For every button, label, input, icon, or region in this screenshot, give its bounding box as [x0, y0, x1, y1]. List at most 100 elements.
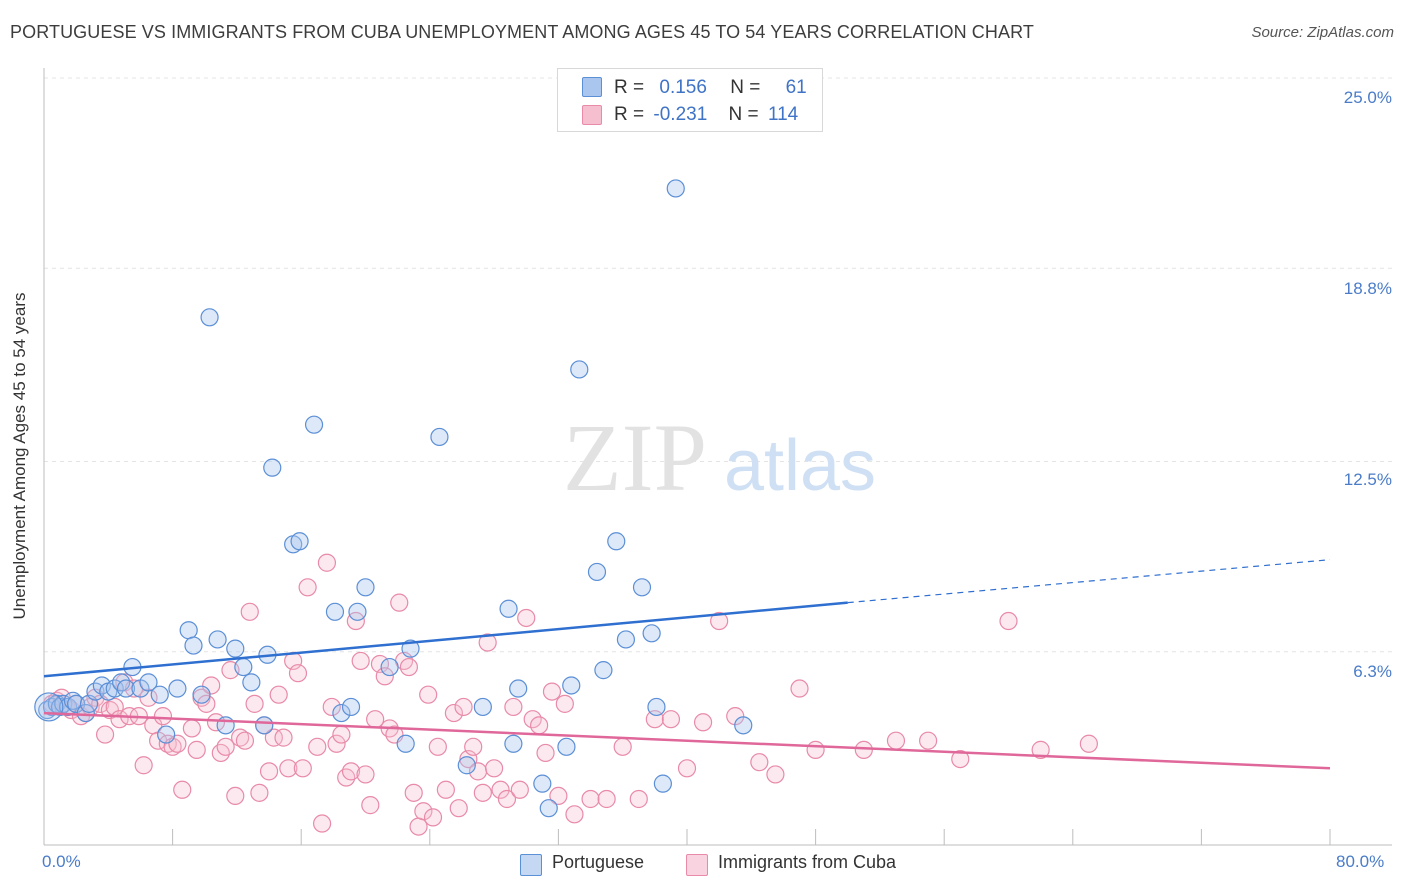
cuba-point — [790, 679, 809, 698]
cuba-point — [308, 737, 327, 756]
cuba-point — [245, 694, 264, 713]
portuguese-point — [616, 630, 636, 649]
cuba-point — [661, 710, 681, 729]
cuba-point — [629, 789, 648, 809]
cuba-point — [504, 697, 523, 717]
cuba-point — [216, 737, 235, 756]
cuba-point — [231, 728, 250, 747]
portuguese-point — [457, 756, 476, 775]
cuba-point — [750, 753, 769, 772]
cuba-point — [436, 780, 455, 799]
cuba-point — [269, 685, 288, 704]
cuba-point — [399, 657, 419, 677]
portuguese-point — [168, 679, 187, 698]
portuguese-point — [341, 697, 361, 717]
cuba-point — [134, 756, 153, 775]
cuba-point — [259, 762, 279, 781]
portuguese-point — [594, 661, 613, 680]
cuba-point — [473, 783, 492, 802]
portuguese-point — [642, 624, 661, 643]
cuba-point — [182, 719, 201, 738]
cuba-point — [211, 743, 230, 763]
cuba-point — [710, 611, 729, 631]
portuguese-point — [263, 458, 282, 477]
cuba-point — [100, 700, 120, 720]
cuba-point — [361, 796, 380, 815]
portuguese-point — [348, 602, 367, 621]
portuguese-point — [666, 179, 685, 198]
cuba-point — [517, 608, 536, 628]
cuba-point — [565, 805, 584, 824]
cuba-point — [202, 676, 221, 695]
source-label: Source: ZipAtlas.com — [1251, 24, 1394, 41]
portuguese-point — [570, 360, 589, 379]
portuguese-point — [179, 621, 198, 640]
cuba-point — [497, 789, 517, 809]
portuguese-point — [112, 673, 131, 692]
portuguese-point — [290, 532, 309, 551]
cuba-point — [240, 602, 259, 621]
legend-r-value: -0.231 — [653, 104, 708, 125]
portuguese-point — [255, 716, 274, 735]
cuba-point — [530, 716, 549, 735]
y-tick-label: 6.3% — [1353, 662, 1392, 681]
portuguese-point — [184, 636, 203, 655]
portuguese-point — [509, 679, 528, 698]
cuba-point — [693, 713, 713, 732]
cuba-point — [341, 762, 361, 781]
cuba-point — [597, 789, 616, 809]
legend-r-label: R = — [614, 77, 645, 98]
cuba-point — [298, 578, 317, 597]
cuba-point — [197, 694, 216, 713]
cuba-point — [356, 765, 375, 784]
cuba-point — [250, 783, 269, 802]
portuguese-point — [401, 639, 420, 658]
cuba-point — [337, 768, 356, 787]
cuba-point — [613, 737, 632, 756]
cuba-point — [226, 786, 245, 806]
cuba-point — [390, 593, 409, 612]
portuguese-point — [67, 694, 86, 713]
cuba-point — [332, 725, 351, 744]
cuba-point — [346, 611, 365, 631]
cuba-point — [419, 685, 438, 704]
trend-lines — [43, 559, 1331, 770]
x-tick-label: 80.0% — [1336, 852, 1385, 871]
cuba-point — [293, 759, 312, 778]
chart-title: PORTUGUESE VS IMMIGRANTS FROM CUBA UNEMP… — [10, 22, 1034, 42]
portuguese-point — [533, 774, 552, 793]
cuba-point — [485, 759, 504, 778]
portuguese-point — [325, 602, 345, 621]
portuguese-point — [557, 737, 576, 756]
portuguese-point — [356, 578, 375, 597]
cuba-point — [173, 780, 192, 799]
blue-points — [34, 179, 753, 818]
portuguese-point — [208, 630, 227, 649]
portuguese-point — [587, 562, 607, 582]
cuba-point — [510, 780, 529, 799]
cuba-point — [999, 611, 1018, 631]
cuba-point — [274, 728, 293, 747]
legend-row-portuguese: R = 0.156 N = 61 — [614, 77, 807, 99]
portuguese-point — [332, 703, 351, 723]
legend-n-value: 114 — [767, 104, 799, 125]
portuguese-point — [430, 427, 449, 447]
watermark-zip: ZIP — [563, 404, 707, 511]
portuguese-point — [116, 679, 136, 698]
cuba-point — [414, 802, 433, 821]
portuguese-point — [139, 673, 158, 692]
cuba-point — [317, 553, 337, 572]
cuba-point — [423, 808, 443, 827]
watermark: ZIP atlas — [563, 404, 876, 511]
legend-n-value: 61 — [785, 77, 807, 98]
cuba-point — [549, 786, 568, 806]
cuba-point — [1079, 734, 1098, 753]
watermark-atlas: atlas — [724, 426, 876, 506]
cuba-point — [428, 737, 447, 756]
correlation-legend: R = 0.156 N = 61 R = -0.231 N = 114 — [557, 68, 823, 132]
cuba-point — [322, 697, 341, 717]
x-tick-label: 0.0% — [42, 852, 81, 871]
portuguese-point — [150, 685, 169, 704]
cuba-point — [288, 664, 308, 683]
